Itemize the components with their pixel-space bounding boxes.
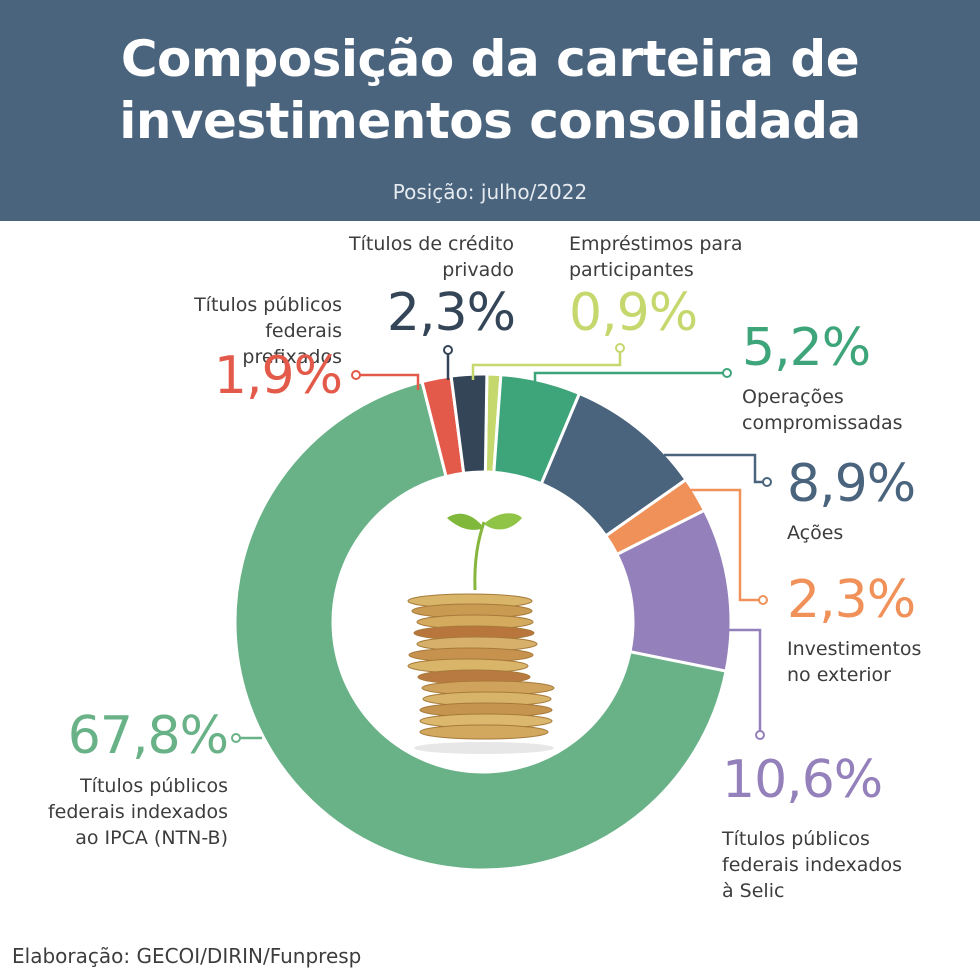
- label-acoes-value: 8,9%: [787, 454, 916, 514]
- label-emprestimos-value: 0,9%: [569, 283, 698, 343]
- leader-dot: [351, 370, 361, 380]
- label-exterior-value: 2,3%: [787, 570, 916, 630]
- coin-shadow: [414, 742, 554, 754]
- label-ipca-text: Títulos públicos federais indexados ao I…: [47, 775, 228, 849]
- coin: [419, 724, 549, 740]
- label-operacoes-value: 5,2%: [742, 318, 871, 378]
- leader-dot: [758, 595, 768, 605]
- leader-dot: [755, 730, 765, 740]
- leader-dot: [231, 733, 241, 743]
- donut-slice-7: [449, 372, 489, 475]
- label-emprestimos-text: Empréstimos para participantes: [569, 233, 743, 281]
- label-operacoes-text: Operações compromissadas: [742, 386, 903, 434]
- page-subtitle: Posição: julho/2022: [392, 180, 588, 204]
- leader-line: [356, 373, 420, 390]
- leader-line: [725, 628, 762, 735]
- label-prefixados-value: 1,9%: [213, 346, 343, 406]
- label-ipca-value: 67,8%: [67, 706, 229, 766]
- label-credito-text: Títulos de crédito privado: [349, 233, 514, 281]
- label-selic-text: Títulos públicos federais indexados à Se…: [722, 828, 903, 902]
- label-acoes-text: Ações: [787, 522, 844, 544]
- leader-dot: [762, 477, 772, 487]
- label-exterior-text: Investimentos no exterior: [787, 638, 922, 686]
- leader-dot: [615, 343, 625, 353]
- leader-line: [688, 488, 763, 602]
- footer-credit: Elaboração: GECOI/DIRIN/Funpresp: [12, 944, 362, 968]
- donut-slice-5: [233, 379, 728, 872]
- leader-line: [664, 453, 767, 484]
- leader-line: [533, 371, 727, 382]
- label-prefixados-text: Títulos públicos federais prefixados: [194, 294, 342, 368]
- leader-line: [471, 348, 622, 380]
- header-banner: Composição da carteira de investimentos …: [0, 0, 980, 221]
- label-selic-value: 10,6%: [722, 750, 883, 810]
- page-title: Composição da carteira de investimentos …: [119, 30, 861, 150]
- leader-dot: [443, 345, 453, 355]
- label-credito-value: 2,3%: [386, 283, 516, 343]
- coin-stack-with-sprout-icon: [407, 513, 555, 754]
- leader-dot: [722, 368, 732, 378]
